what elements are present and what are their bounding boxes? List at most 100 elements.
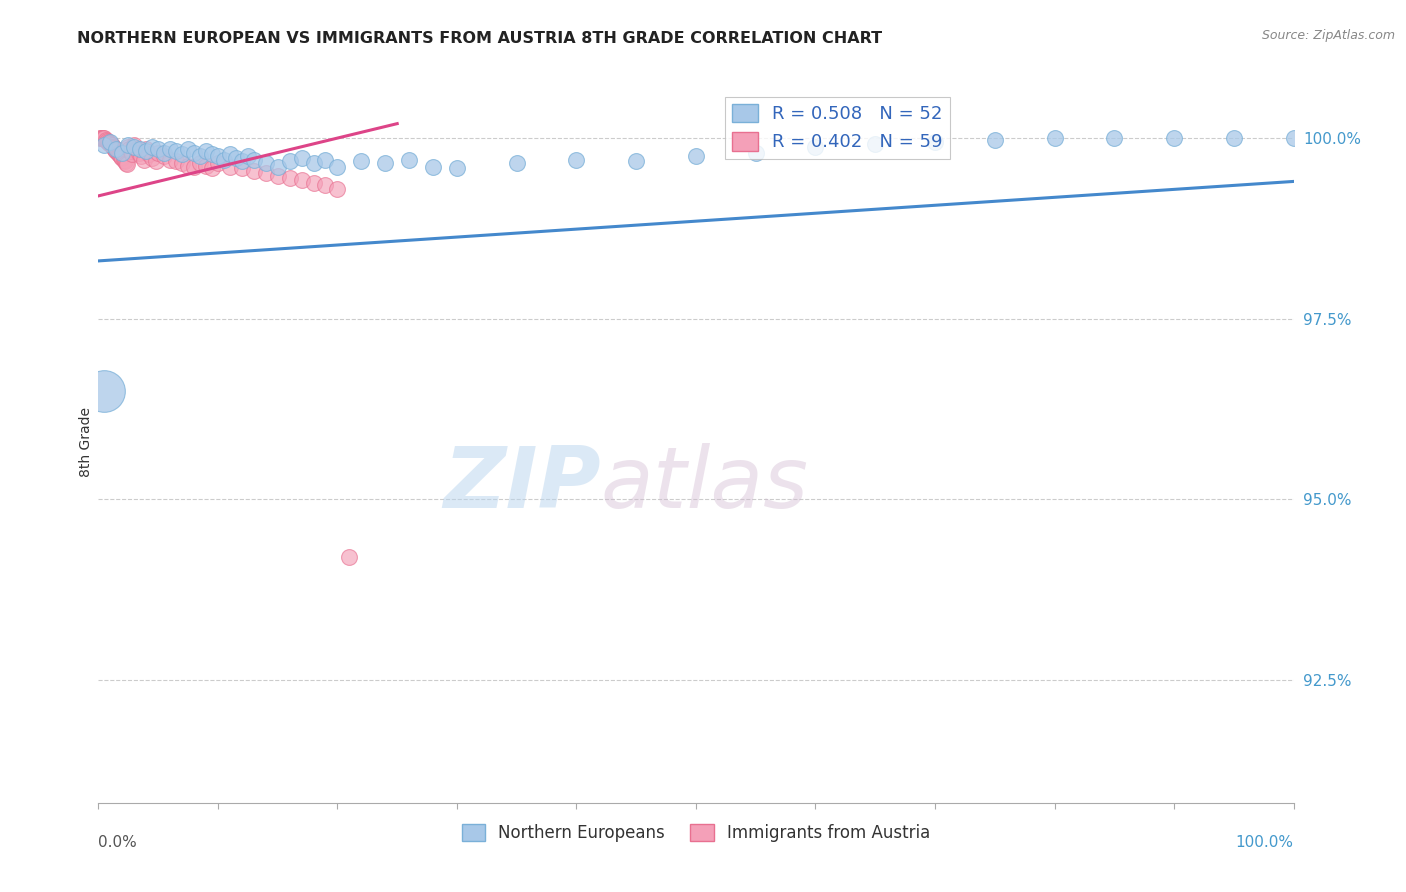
Text: 0.0%: 0.0%: [98, 835, 138, 850]
Point: [212, 153, 235, 167]
Point: [201, 147, 224, 161]
Point: [145, 154, 167, 169]
Point: [93, 131, 115, 145]
Point: [1104, 131, 1126, 145]
Point: [225, 151, 247, 165]
Point: [128, 145, 150, 160]
Point: [302, 156, 325, 170]
Point: [446, 161, 468, 176]
Point: [111, 151, 134, 165]
Point: [278, 170, 301, 185]
Point: [159, 142, 181, 156]
Point: [107, 147, 129, 161]
Point: [685, 149, 707, 163]
Point: [565, 153, 588, 167]
Point: [177, 142, 200, 156]
Point: [183, 145, 205, 160]
Point: [93, 138, 115, 153]
Point: [117, 140, 139, 154]
Point: [96, 134, 118, 148]
Point: [118, 142, 141, 156]
Point: [243, 153, 266, 167]
Point: [1043, 131, 1066, 145]
Point: [219, 160, 242, 174]
Text: ZIP: ZIP: [443, 443, 600, 526]
Point: [254, 156, 277, 170]
Point: [350, 154, 373, 169]
Point: [138, 147, 160, 161]
Point: [865, 136, 887, 151]
Point: [267, 160, 290, 174]
Point: [115, 157, 138, 171]
Point: [115, 155, 138, 169]
Legend: Northern Europeans, Immigrants from Austria: Northern Europeans, Immigrants from Aust…: [456, 817, 936, 848]
Point: [98, 136, 121, 150]
Point: [89, 131, 111, 145]
Point: [141, 140, 163, 154]
Point: [804, 140, 827, 154]
Point: [267, 169, 290, 183]
Point: [626, 154, 648, 169]
Point: [98, 135, 122, 149]
Point: [219, 147, 242, 161]
Point: [98, 136, 122, 151]
Point: [172, 147, 194, 161]
Point: [745, 145, 768, 160]
Point: [183, 160, 205, 174]
Point: [101, 140, 124, 154]
Point: [91, 131, 114, 145]
Point: [291, 151, 314, 165]
Point: [110, 150, 132, 164]
Point: [207, 149, 229, 163]
Point: [302, 176, 325, 190]
Point: [374, 156, 396, 170]
Point: [1282, 131, 1305, 145]
Point: [93, 384, 115, 398]
Point: [97, 135, 120, 149]
Point: [231, 161, 253, 176]
Point: [236, 149, 259, 163]
Point: [422, 160, 444, 174]
Y-axis label: 8th Grade: 8th Grade: [79, 407, 93, 476]
Point: [124, 138, 146, 153]
Point: [141, 151, 163, 165]
Point: [195, 159, 218, 173]
Point: [112, 153, 135, 167]
Point: [207, 156, 229, 170]
Point: [1223, 131, 1246, 145]
Point: [107, 145, 129, 160]
Point: [243, 163, 266, 178]
Point: [131, 149, 153, 163]
Point: [129, 142, 152, 156]
Point: [94, 132, 117, 146]
Point: [135, 144, 157, 158]
Point: [315, 153, 337, 167]
Point: [105, 144, 128, 158]
Point: [1163, 131, 1185, 145]
Point: [201, 161, 224, 176]
Point: [924, 135, 946, 149]
Point: [153, 145, 176, 160]
Point: [506, 156, 529, 170]
Point: [326, 181, 349, 195]
Point: [188, 149, 211, 163]
Point: [188, 156, 211, 170]
Point: [120, 144, 142, 158]
Point: [124, 140, 146, 154]
Point: [121, 147, 143, 161]
Point: [135, 142, 157, 156]
Text: atlas: atlas: [600, 443, 808, 526]
Point: [153, 149, 176, 163]
Text: NORTHERN EUROPEAN VS IMMIGRANTS FROM AUSTRIA 8TH GRADE CORRELATION CHART: NORTHERN EUROPEAN VS IMMIGRANTS FROM AUS…: [77, 31, 883, 46]
Point: [231, 154, 253, 169]
Point: [172, 156, 194, 170]
Point: [111, 145, 134, 160]
Point: [165, 154, 187, 169]
Point: [100, 138, 122, 153]
Point: [125, 142, 148, 156]
Point: [315, 178, 337, 192]
Point: [254, 166, 277, 180]
Point: [148, 145, 170, 160]
Point: [278, 154, 301, 169]
Point: [114, 154, 136, 169]
